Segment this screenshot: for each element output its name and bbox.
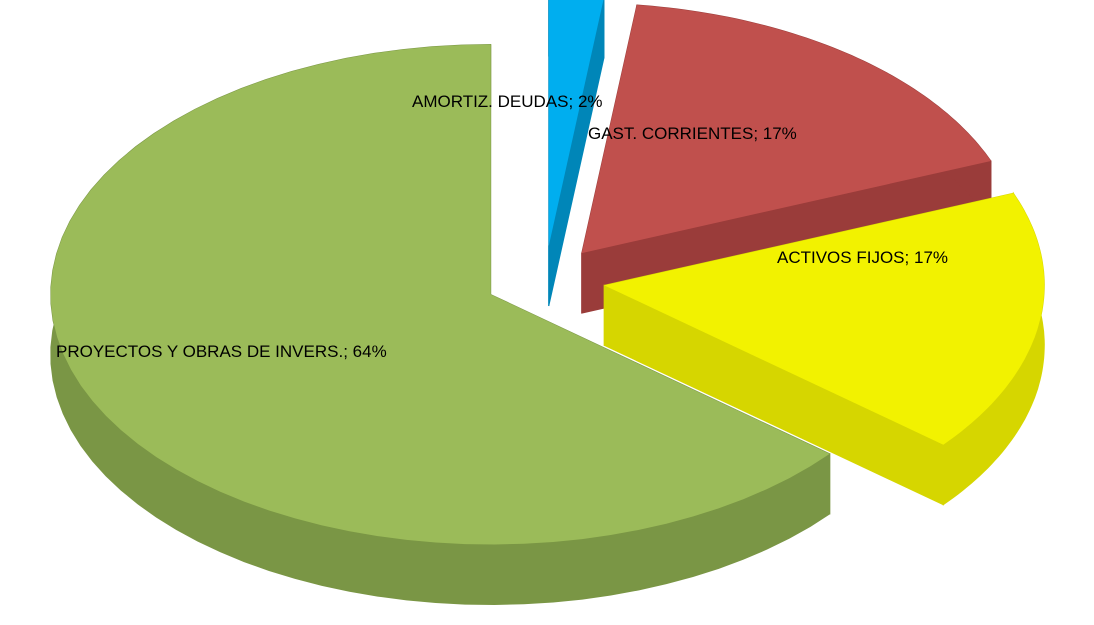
label-category: ACTIVOS FIJOS xyxy=(777,248,905,267)
slice xyxy=(604,193,1045,445)
data-label: AMORTIZ. DEUDAS; 2% xyxy=(412,92,603,111)
label-separator: ; xyxy=(343,342,352,361)
label-value: 64% xyxy=(353,342,387,361)
data-label: PROYECTOS Y OBRAS DE INVERS.; 64% xyxy=(56,342,387,361)
label-separator: ; xyxy=(905,248,914,267)
slice xyxy=(548,0,604,246)
slice xyxy=(50,44,830,545)
label-category: PROYECTOS Y OBRAS DE INVERS. xyxy=(56,342,343,361)
label-category: AMORTIZ. DEUDAS xyxy=(412,92,568,111)
data-label: GAST. CORRIENTES; 17% xyxy=(588,124,797,143)
label-value: 17% xyxy=(763,124,797,143)
data-label: ACTIVOS FIJOS; 17% xyxy=(777,248,948,267)
label-separator: ; xyxy=(753,124,762,143)
label-separator: ; xyxy=(568,92,577,111)
slice xyxy=(581,5,991,254)
label-category: GAST. CORRIENTES xyxy=(588,124,753,143)
label-value: 2% xyxy=(578,92,603,111)
label-value: 17% xyxy=(914,248,948,267)
